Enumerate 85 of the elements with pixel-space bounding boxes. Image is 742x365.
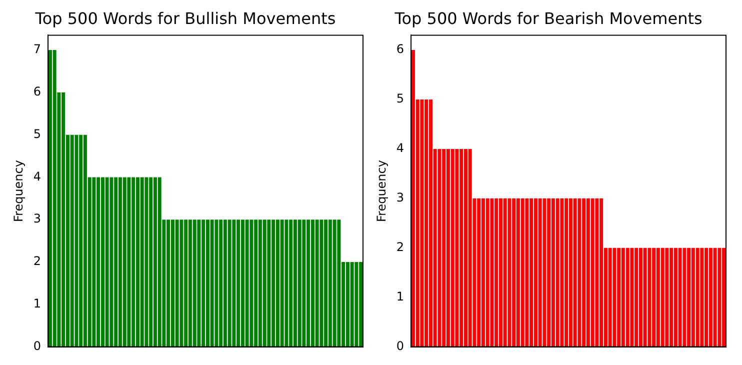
bar [648, 248, 652, 347]
bar [713, 248, 717, 347]
bar [52, 50, 56, 347]
bar [696, 248, 700, 347]
bar [612, 248, 616, 347]
bar [158, 177, 162, 347]
bar [302, 220, 306, 347]
bar [92, 177, 96, 347]
bar [678, 248, 682, 347]
bar [643, 248, 647, 347]
y-tick-label: 6 [396, 42, 404, 56]
bar [538, 198, 542, 347]
y-tick-label: 1 [396, 289, 404, 304]
bar [140, 177, 144, 347]
bar [350, 262, 354, 347]
bar [127, 177, 131, 347]
bar [250, 220, 254, 347]
y-tick-label: 0 [396, 338, 404, 353]
bar [210, 220, 214, 347]
bar [354, 262, 358, 347]
chart-title: Top 500 Words for Bearish Movements [394, 8, 702, 28]
y-tick-label: 4 [396, 141, 404, 156]
y-tick-label: 3 [33, 212, 42, 226]
bar [144, 177, 148, 347]
bar [284, 220, 288, 347]
bar [508, 198, 512, 347]
bar [626, 248, 630, 347]
bar [262, 220, 266, 347]
bar [660, 248, 664, 347]
y-tick-label: 2 [33, 254, 42, 268]
bar [573, 198, 577, 347]
bar [700, 248, 704, 347]
y-tick-label: 1 [33, 296, 42, 311]
y-tick-label: 5 [396, 92, 404, 106]
y-tick-label: 3 [396, 190, 404, 205]
bar [245, 220, 249, 347]
bar [490, 198, 494, 347]
bar [214, 220, 218, 347]
bar [503, 198, 507, 347]
bar [315, 220, 319, 347]
bar [520, 198, 524, 347]
bar [70, 134, 74, 347]
bar [420, 100, 424, 347]
bar [455, 148, 459, 347]
bar [718, 248, 722, 347]
bar [486, 198, 490, 347]
bar [525, 198, 529, 347]
y-tick-label: 4 [33, 169, 42, 184]
chart-title: Top 500 Words for Bullish Movements [34, 8, 336, 28]
y-tick-label: 7 [33, 42, 42, 56]
bar [197, 220, 201, 347]
bar [228, 220, 232, 347]
bar [337, 220, 341, 347]
bar [180, 220, 184, 347]
bar [542, 198, 546, 347]
bar [450, 148, 454, 347]
bar [298, 220, 302, 347]
y-axis-title: Frequency [374, 160, 388, 222]
bar [122, 177, 126, 347]
bar [438, 148, 442, 347]
bar [595, 198, 599, 347]
bar [332, 220, 336, 347]
bar [665, 248, 669, 347]
y-tick-label: 2 [396, 240, 404, 254]
bar [232, 220, 236, 347]
bar [110, 177, 114, 347]
y-axis-title: Frequency [11, 160, 26, 222]
bar [280, 220, 284, 347]
y-tick-label: 0 [33, 338, 42, 353]
bar [560, 198, 564, 347]
bar [590, 198, 594, 347]
bar [468, 148, 472, 347]
y-tick-label: 5 [33, 126, 42, 141]
bar [630, 248, 634, 347]
bar [74, 134, 78, 347]
bar [320, 220, 324, 347]
bar [608, 248, 612, 347]
bar [105, 177, 109, 347]
bar [556, 198, 560, 347]
bar [267, 220, 271, 347]
bar [192, 220, 196, 347]
bar [682, 248, 686, 347]
bar [578, 198, 582, 347]
bar [175, 220, 179, 347]
y-tick-label: 6 [33, 84, 42, 99]
